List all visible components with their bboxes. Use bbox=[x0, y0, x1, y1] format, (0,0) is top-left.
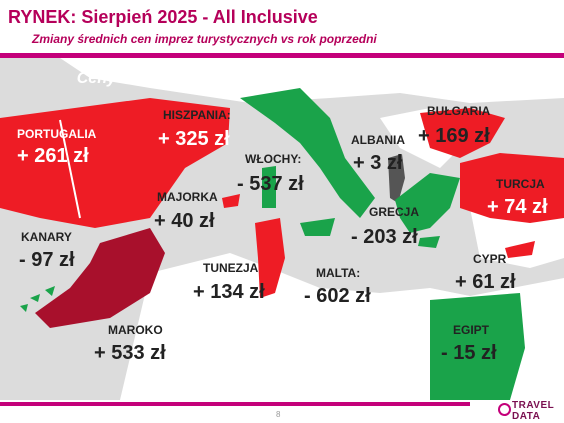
country-name-albania: ALBANIA bbox=[351, 133, 405, 147]
travel-data-logo: TRAVEL DATA bbox=[498, 400, 560, 422]
country-name-tunisia: TUNEZJA bbox=[203, 261, 259, 275]
land-europe-north bbox=[60, 58, 564, 103]
malta-shape bbox=[318, 224, 326, 232]
portugal-border bbox=[59, 119, 81, 219]
greece-islands bbox=[418, 236, 440, 248]
page-title: RYNEK: Sierpień 2025 - All Inclusive bbox=[8, 7, 318, 27]
country-value-portugal: + 261 zł bbox=[17, 145, 89, 167]
country-name-malta: MALTA: bbox=[316, 266, 361, 280]
egypt-shape bbox=[430, 293, 525, 400]
cyprus-shape bbox=[505, 241, 535, 258]
country-value-italy: - 537 zł bbox=[237, 173, 304, 195]
country-value-majorca: + 40 zł bbox=[154, 210, 215, 232]
country-name-portugal: PORTUGALIA bbox=[17, 127, 97, 141]
albania-shape bbox=[388, 154, 405, 203]
canary-islands bbox=[20, 286, 55, 312]
country-name-italy: WŁOCHY: bbox=[245, 152, 302, 166]
country-name-majorca: MAJORKA bbox=[157, 190, 218, 204]
morocco-shape bbox=[35, 228, 165, 328]
header-divider bbox=[0, 53, 564, 58]
country-name-cyprus: CYPR bbox=[473, 252, 507, 266]
logo-circle-icon bbox=[498, 403, 511, 416]
map-headline: Ceny na LATO 2025 (sierpień) vs LATO 202… bbox=[76, 70, 488, 87]
greece-shape bbox=[395, 173, 460, 233]
country-value-greece: - 203 zł bbox=[351, 226, 418, 248]
country-name-morocco: MAROKO bbox=[108, 323, 163, 337]
logo-line1: TRAVEL bbox=[512, 400, 555, 411]
country-value-cyprus: + 61 zł bbox=[455, 271, 516, 293]
country-name-spain: HISZPANIA: bbox=[163, 108, 231, 122]
country-value-malta: - 602 zł bbox=[304, 285, 371, 307]
country-name-canary: KANARY bbox=[21, 230, 72, 244]
country-value-turkey: + 74 zł bbox=[487, 196, 548, 218]
country-name-egypt: EGIPT bbox=[453, 323, 490, 337]
sardinia-shape bbox=[262, 166, 276, 208]
country-value-spain: + 325 zł bbox=[158, 128, 230, 150]
map-svg bbox=[0, 58, 564, 400]
page-subtitle: Zmiany średnich cen imprez turystycznych… bbox=[32, 32, 377, 46]
majorca-shape bbox=[222, 194, 240, 208]
page-number: 8 bbox=[276, 410, 281, 419]
logo-line2: DATA bbox=[512, 411, 541, 422]
sicily-shape bbox=[300, 218, 335, 236]
footer-divider bbox=[0, 402, 470, 406]
country-value-tunisia: + 134 zł bbox=[193, 281, 265, 303]
tunisia-shape bbox=[255, 218, 285, 298]
map-area bbox=[0, 58, 564, 400]
country-value-morocco: + 533 zł bbox=[94, 342, 166, 364]
spain-portugal-shape bbox=[0, 98, 230, 228]
country-name-bulgaria: BUŁGARIA bbox=[427, 104, 491, 118]
country-value-canary: - 97 zł bbox=[19, 249, 75, 271]
italy-shape bbox=[240, 88, 375, 218]
country-name-turkey: TURCJA bbox=[496, 177, 545, 191]
country-name-greece: GRECJA bbox=[369, 205, 420, 219]
turkey-shape bbox=[460, 153, 564, 223]
bulgaria-shape bbox=[420, 108, 505, 158]
country-value-egypt: - 15 zł bbox=[441, 342, 497, 364]
country-value-bulgaria: + 169 zł bbox=[418, 125, 490, 147]
country-value-albania: + 3 zł bbox=[353, 152, 403, 174]
